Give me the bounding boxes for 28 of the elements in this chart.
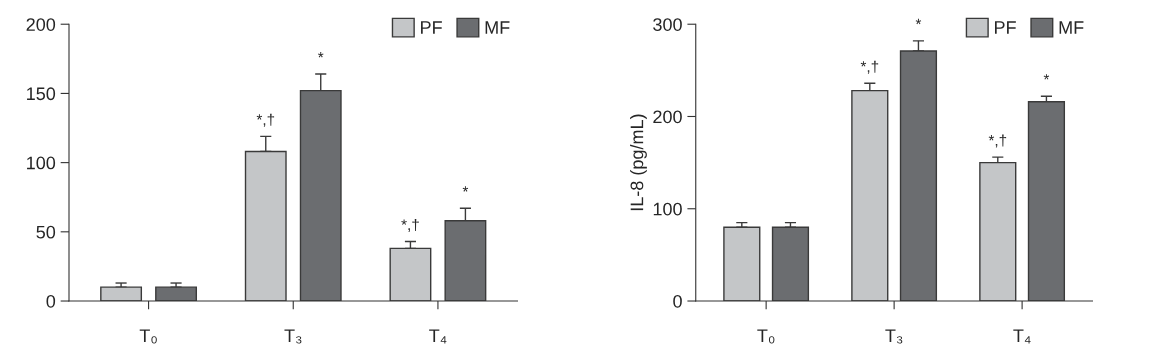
annotation: *	[462, 186, 469, 192]
x-tick-label: T₄	[1013, 329, 1031, 344]
text: *	[915, 18, 922, 25]
y-tick-label: 100	[653, 202, 682, 216]
legend-label: PF	[421, 21, 442, 34]
y-tick-label: 0	[673, 294, 682, 308]
annotation: *	[318, 52, 324, 58]
x-tick-label: T₃	[284, 329, 302, 344]
y-tick-label: 200	[26, 18, 56, 31]
x-tick-label: T₃	[885, 329, 903, 344]
y-tick-label: 50	[36, 225, 56, 239]
annotation: *,†	[401, 218, 419, 232]
x-tick-label: T₄	[429, 329, 447, 344]
y-axis-title: IL-8 (pg/mL)	[630, 114, 647, 211]
annotation: *,†	[860, 60, 879, 74]
y-tick-label: 300	[653, 18, 682, 31]
legend-label: MF	[485, 21, 510, 34]
y-tick-label: 150	[27, 87, 56, 101]
y-tick-label: 200	[653, 110, 682, 124]
annotation: *	[1043, 74, 1050, 80]
x-tick-label: T₀	[757, 329, 775, 344]
annotation: *,†	[256, 113, 275, 127]
legend-label: MF	[1059, 21, 1084, 34]
y-tick-label: 100	[27, 156, 56, 170]
x-tick-label: T₀	[139, 329, 157, 344]
legend-label: PF	[995, 21, 1016, 34]
annotation: *,†	[988, 134, 1007, 148]
y-tick-label: 0	[46, 294, 56, 308]
